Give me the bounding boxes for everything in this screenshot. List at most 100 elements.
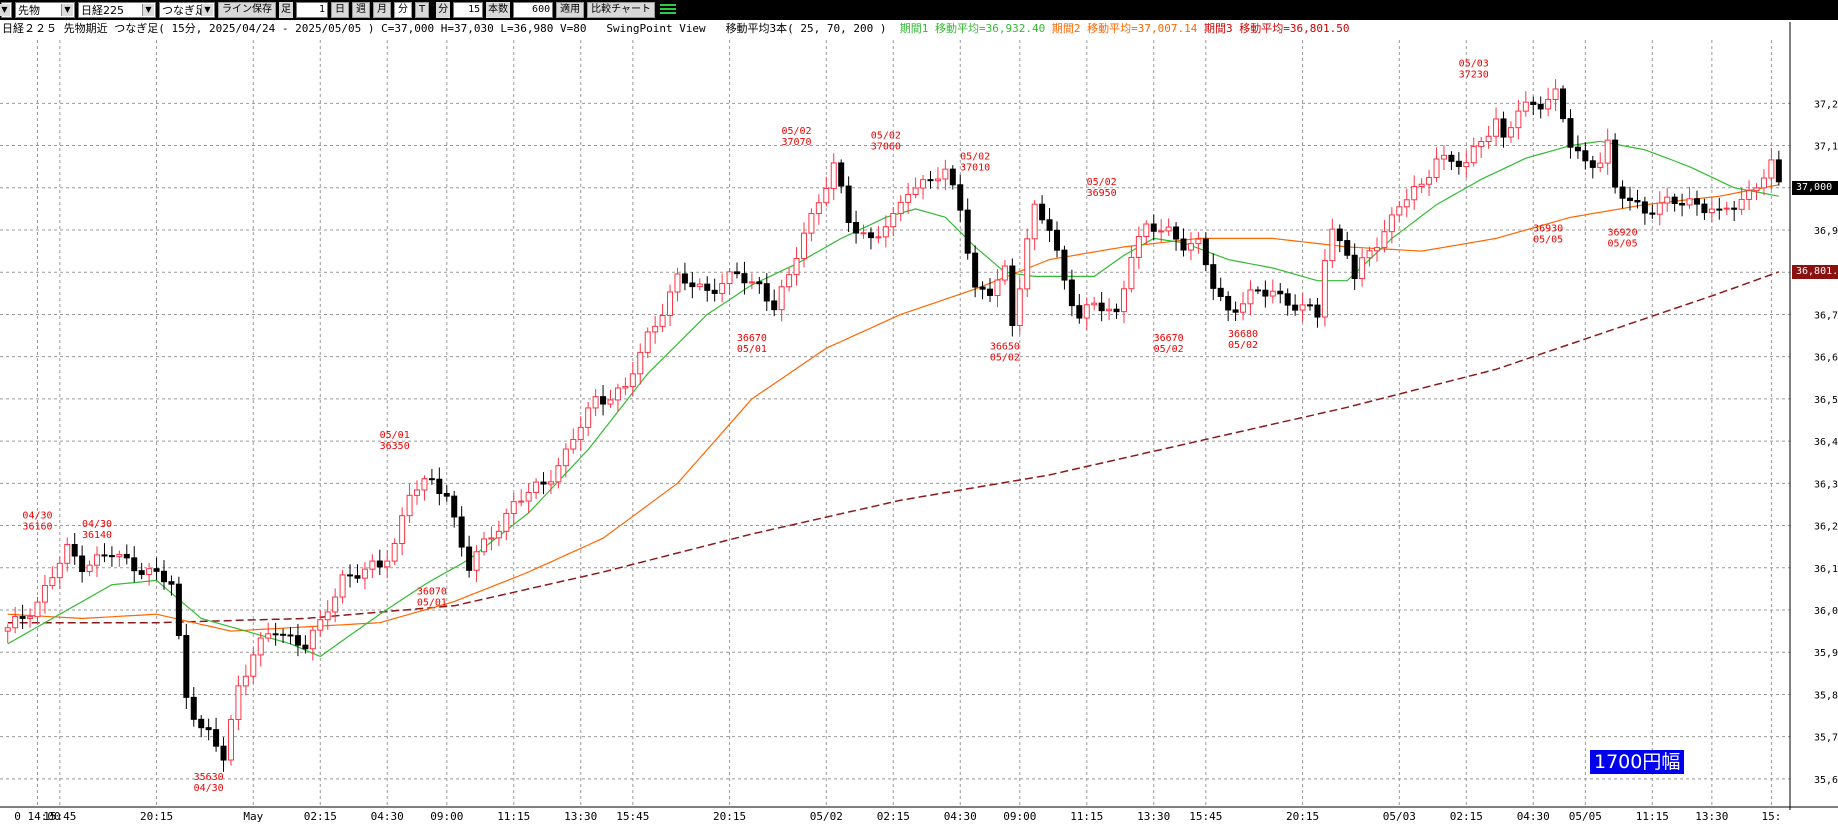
- candle-down: [1716, 208, 1723, 211]
- candle-down: [1314, 304, 1321, 318]
- candle-down: [1292, 304, 1299, 311]
- candle-down: [101, 554, 108, 557]
- minute-input[interactable]: 15: [453, 2, 484, 18]
- y-tick-label: 35,800: [1814, 690, 1838, 701]
- candle-up: [86, 564, 93, 573]
- swing-label: 04/30: [82, 519, 112, 530]
- candle-up: [562, 448, 569, 467]
- candle-up: [1031, 203, 1038, 240]
- mode-select[interactable]: つなぎ足 ▼: [159, 2, 215, 18]
- candle-up: [905, 193, 912, 203]
- candle-up: [1158, 230, 1165, 233]
- candle-up: [1135, 235, 1142, 258]
- tick-button[interactable]: T: [415, 2, 430, 18]
- x-tick-label: 15:45: [43, 810, 76, 823]
- candle-down: [294, 635, 301, 646]
- candle-down: [1574, 146, 1581, 152]
- lines-icon[interactable]: [660, 4, 677, 16]
- x-tick-label: 09:00: [430, 810, 463, 823]
- apply-button[interactable]: 適用: [556, 2, 585, 18]
- candle-down: [160, 570, 167, 583]
- candle-up: [1396, 206, 1403, 216]
- candle-down: [198, 718, 205, 729]
- minute-label: 分: [436, 2, 451, 18]
- y-tick-label: 36,400: [1814, 437, 1838, 448]
- count-input[interactable]: 600: [513, 2, 554, 18]
- month-button[interactable]: 月: [373, 2, 391, 18]
- x-tick-label: 11:15: [1636, 810, 1669, 823]
- x-tick-label: 02:15: [304, 810, 337, 823]
- candle-up: [1686, 198, 1693, 206]
- day-button[interactable]: 日: [331, 2, 349, 18]
- x-tick-label: May: [243, 810, 263, 823]
- swing-label: 04/30: [194, 783, 224, 794]
- y-tick-label: 36,300: [1814, 479, 1838, 490]
- candle-down: [1053, 229, 1060, 251]
- candle-down: [1254, 289, 1261, 292]
- swing-label: 36920: [1608, 228, 1638, 239]
- candle-down: [979, 286, 986, 290]
- y-tick-label: 36,200: [1814, 522, 1838, 533]
- swing-label: 36950: [1087, 188, 1117, 199]
- count-label: 本数: [486, 2, 511, 18]
- candle-up: [622, 385, 629, 389]
- candle-up: [1515, 110, 1522, 129]
- candle-up: [1120, 288, 1127, 313]
- y-tick-label: 36,600: [1814, 353, 1838, 364]
- candle-up: [1269, 290, 1276, 297]
- candle-down: [272, 633, 279, 636]
- x-tick-label: 02:15: [877, 810, 910, 823]
- candle-up: [510, 501, 517, 514]
- bar-input[interactable]: 1: [296, 2, 328, 18]
- week-button[interactable]: 週: [352, 2, 370, 18]
- y-tick-label: 36,500: [1814, 395, 1838, 406]
- swing-label: 05/05: [1533, 234, 1563, 245]
- candle-down: [1284, 293, 1291, 306]
- candle-up: [1373, 247, 1380, 252]
- candle-up: [1426, 177, 1433, 185]
- candle-up: [1664, 196, 1671, 204]
- index-select[interactable]: 日経225 ▼: [78, 2, 156, 18]
- candle-up: [324, 611, 331, 621]
- market-select[interactable]: 先物 ▼: [15, 2, 75, 18]
- candle-down: [1098, 302, 1105, 312]
- swing-label: 05/05: [1608, 239, 1638, 250]
- x-tick-label: 04:30: [371, 810, 404, 823]
- swing-label: 05/02: [1228, 340, 1258, 351]
- candle-up: [1552, 88, 1559, 100]
- save-line-button[interactable]: ライン保存: [218, 2, 276, 18]
- ma3-path: [7, 271, 1780, 624]
- candle-down: [443, 492, 450, 497]
- last-price-badge: 37,000: [1792, 180, 1838, 195]
- candle-down: [190, 696, 197, 720]
- candle-down: [771, 300, 778, 311]
- candle-up: [1366, 250, 1373, 259]
- compare-chart-button[interactable]: 比較チャート: [587, 2, 656, 18]
- y-tick-label: 36,900: [1814, 226, 1838, 237]
- candle-up: [748, 281, 755, 284]
- minute-button[interactable]: 分: [394, 2, 412, 18]
- candle-up: [897, 201, 904, 215]
- candle-down: [1173, 226, 1180, 240]
- swing-label: 37060: [871, 141, 901, 152]
- candle-down: [1701, 203, 1708, 214]
- menu-button[interactable]: ▼: [0, 2, 12, 18]
- candle-down: [71, 543, 78, 557]
- candle-down: [153, 568, 160, 572]
- candle-up: [1545, 98, 1552, 110]
- candle-down: [1500, 118, 1507, 138]
- candle-up: [361, 568, 368, 579]
- candle-up: [1656, 202, 1663, 215]
- candle-down: [763, 283, 770, 302]
- candle-down: [280, 633, 287, 636]
- candle-down: [1775, 159, 1782, 183]
- candle-up: [942, 168, 949, 180]
- candle-down: [711, 289, 718, 294]
- candle-up: [1746, 190, 1753, 200]
- candle-up: [480, 538, 487, 553]
- ma1-label: 期間1 移動平均=36,932.40: [899, 22, 1046, 35]
- candle-up: [1411, 186, 1418, 201]
- candle-down: [466, 546, 473, 571]
- candle-up: [1522, 101, 1529, 112]
- candle-up: [592, 396, 599, 409]
